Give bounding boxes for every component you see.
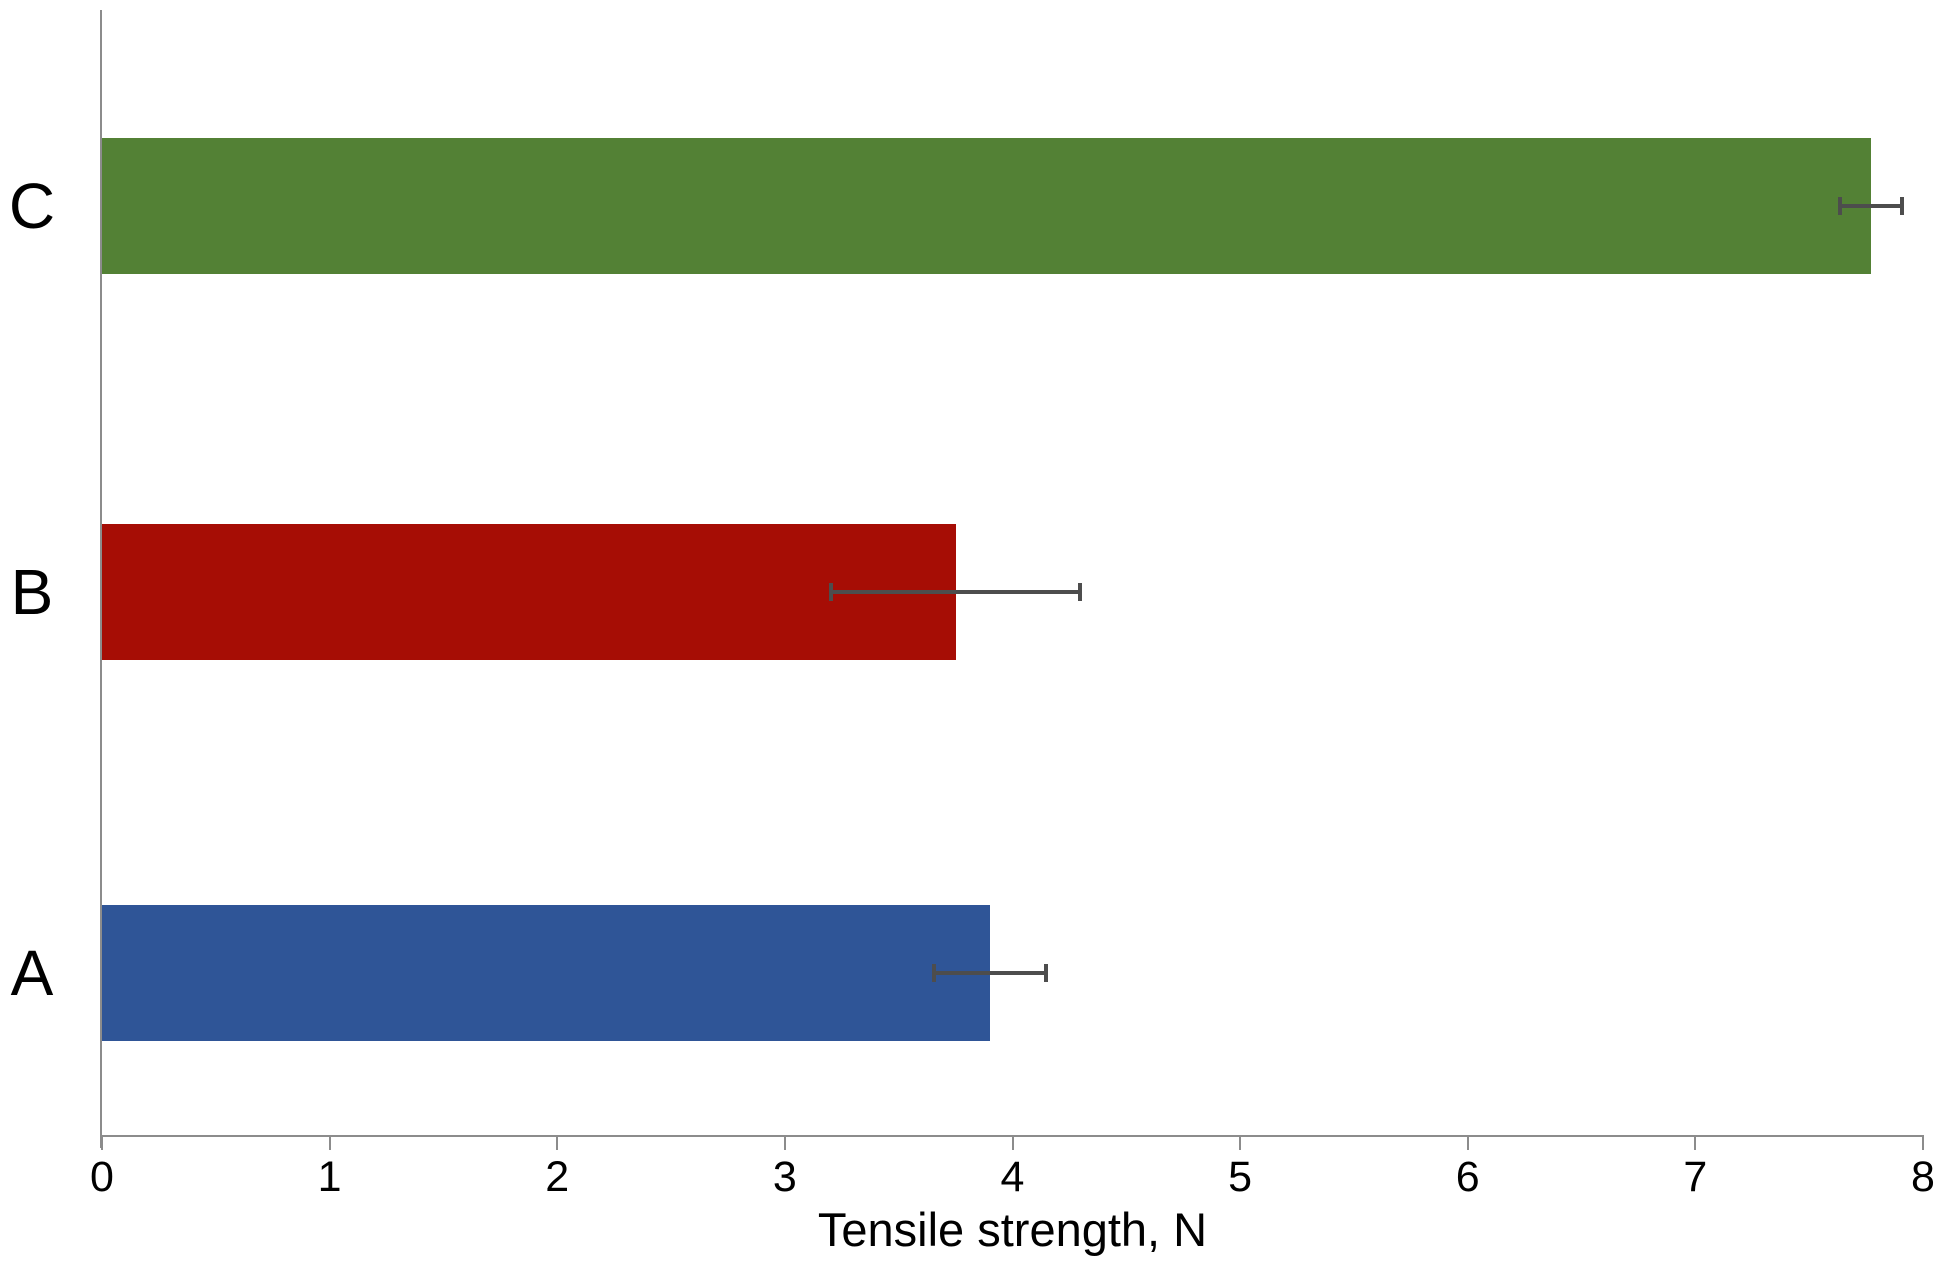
error-bar-cap-left-a [931, 964, 936, 982]
bar-c [102, 138, 1871, 274]
x-tick-1 [328, 1137, 331, 1150]
x-tick-label-8: 8 [1911, 1153, 1935, 1201]
x-tick-label-5: 5 [1228, 1153, 1253, 1201]
x-tick-5 [1239, 1137, 1242, 1150]
x-axis-line [100, 1135, 1924, 1137]
error-bar-a [932, 971, 1047, 975]
x-tick-8 [1922, 1137, 1924, 1150]
x-tick-label-2: 2 [545, 1153, 570, 1201]
x-tick-3 [783, 1137, 786, 1150]
x-tick-label-3: 3 [772, 1153, 797, 1201]
category-label-a: A [10, 937, 54, 1009]
x-axis-title: Tensile strength, N [817, 1203, 1208, 1256]
x-tick-0 [101, 1137, 103, 1150]
x-tick-label-6: 6 [1455, 1153, 1480, 1201]
x-tick-2 [556, 1137, 559, 1150]
x-tick-7 [1694, 1137, 1697, 1150]
x-tick-label-4: 4 [1000, 1153, 1025, 1201]
error-bar-cap-right-b [1077, 583, 1082, 601]
bar-a [102, 905, 990, 1041]
x-tick-label-1: 1 [317, 1153, 342, 1201]
x-tick-label-7: 7 [1683, 1153, 1708, 1201]
error-bar-b [830, 590, 1081, 594]
error-bar-cap-right-a [1043, 964, 1048, 982]
category-label-c: C [8, 170, 56, 242]
error-bar-c [1838, 204, 1903, 208]
y-axis-line [100, 10, 102, 1148]
bar-b [102, 524, 956, 660]
error-bar-cap-left-b [829, 583, 834, 601]
x-tick-4 [1011, 1137, 1014, 1150]
error-bar-cap-left-c [1837, 197, 1842, 215]
error-bar-cap-right-c [1899, 197, 1904, 215]
category-label-b: B [10, 556, 54, 628]
x-tick-6 [1466, 1137, 1469, 1150]
x-tick-label-0: 0 [90, 1153, 114, 1201]
